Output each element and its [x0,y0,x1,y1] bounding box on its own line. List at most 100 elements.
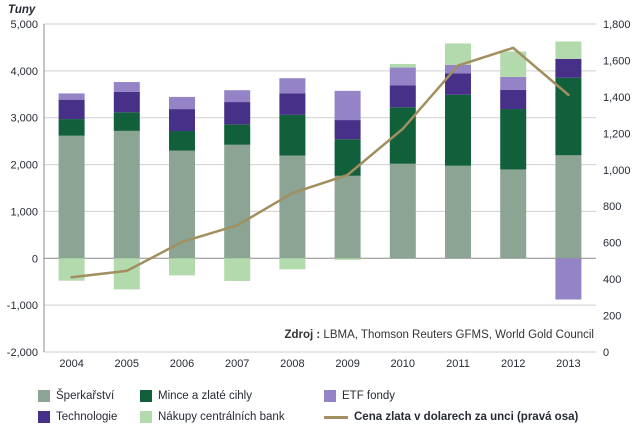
legend-label: Nákupy centrálních bank [158,411,285,423]
bar-segment [445,43,471,65]
bar-segment [555,77,582,156]
bar-segment [279,78,306,94]
right-axis-tick: 0 [603,347,609,359]
right-axis-tick: 1,200 [603,128,631,140]
bar-segment [279,155,306,259]
bar-segment [389,85,416,108]
x-axis-year-label: 2008 [280,358,304,370]
x-axis-year-label: 2007 [225,358,249,370]
bar-segment [113,91,140,113]
legend: Šperkařství Mince a zlaté cihly ETF fondy T… [38,388,640,425]
legend-label: Šperkařství [56,390,115,402]
x-axis-year-label: 2013 [556,358,580,370]
bar-segment [334,139,361,176]
x-axis-year-label: 2004 [59,358,83,370]
bar-segment [500,109,527,170]
bar-segment [445,165,471,259]
left-axis-tick: -1,000 [7,300,38,312]
x-axis-year-label: 2012 [501,358,525,370]
bar-segment [224,102,251,125]
legend-label: Mince a zlaté cihly [158,390,252,402]
bar-segment [113,258,140,290]
left-axis-title: Tuny [8,4,36,16]
left-axis-tick: 5,000 [10,19,38,31]
bar-segment [58,258,85,281]
legend-swatch [38,411,50,423]
bar-segment [555,258,582,300]
right-axis-tick: 1,400 [603,92,631,104]
bar-segment [224,124,251,145]
bar-segment [389,63,416,68]
legend-item: Cena zlata v dolarech za unci (pravá osa… [324,409,640,425]
bar-segment [169,96,195,110]
source-note: Zdroj : LBMA, Thomson Reuters GFMS, Worl… [284,329,594,341]
bar-segment [389,67,416,86]
source-prefix: Zdroj : [284,329,321,341]
left-axis-tick: -2,000 [7,347,38,359]
bar-segment [224,90,251,103]
bar-segment [113,82,140,92]
bar-segment [445,73,471,95]
bar-segment [58,99,85,120]
x-axis-year-label: 2011 [446,358,470,370]
legend-item: Mince a zlaté cihly [140,388,324,404]
bar-segment [500,89,527,110]
legend-item: Technologie [38,409,140,425]
legend-swatch [140,411,152,423]
x-axis-year-label: 2009 [335,358,359,370]
bar-segment [445,94,471,166]
right-axis-tick: 200 [603,311,621,323]
right-axis-tick: 800 [603,201,621,213]
bar-segment [58,119,85,136]
bar-segment [334,258,361,260]
bar-segment [224,144,251,259]
bar-segment [169,131,195,151]
bar-segment [555,41,582,59]
bar-segment [58,135,85,259]
right-axis-tick: 600 [603,238,621,250]
bar-segment [279,93,306,115]
bar-segment [500,76,527,90]
right-axis-tick: 1,800 [603,19,631,31]
legend-item: Šperkařství [38,388,140,404]
bar-segment [334,175,361,259]
bar-segment [389,163,416,259]
bar-segment [224,258,251,281]
bar-segment [279,114,306,156]
bar-segment [334,120,361,140]
left-axis-tick: 1,000 [10,206,38,218]
legend-label: Technologie [56,411,118,423]
bar-segment [500,169,527,259]
legend-swatch [324,390,336,402]
bar-segment [334,90,361,121]
bar-segment [279,258,306,270]
x-axis-year-label: 2010 [391,358,415,370]
left-axis-tick: 3,000 [10,113,38,125]
legend-swatch [38,390,50,402]
chart-canvas: -2,000 -1,000 0 1,000 2,000 3,000 4,000 5,000 0 2… [7,19,631,370]
legend-item: Nákupy centrálních bank [140,409,324,425]
bar-segment [555,58,582,78]
right-axis-tick: 1,000 [603,165,631,177]
bar-segment [445,64,471,74]
left-axis-tick: 4,000 [10,66,38,78]
bar-segment [113,130,140,259]
legend-label: ETF fondy [342,390,396,402]
bar-segment [169,109,195,132]
bar-segment [58,93,85,100]
bar-segment [169,258,195,276]
bar-segment [113,112,140,131]
legend-label: Cena zlata v dolarech za unci (pravá osa… [354,411,579,423]
gold-price-line [70,46,570,279]
right-axis-tick: 1,600 [603,55,631,67]
right-axis-tick: 400 [603,274,621,286]
x-axis-year-label: 2006 [170,358,194,370]
bar-segment [555,155,582,259]
source-text: LBMA, Thomson Reuters GFMS, World Gold C… [320,329,594,341]
gold-price-line-swatch [324,415,348,419]
x-axis-year-label: 2005 [115,358,139,370]
left-axis-tick: 0 [32,253,38,265]
left-axis-tick: 2,000 [10,160,38,172]
legend-swatch [140,390,152,402]
